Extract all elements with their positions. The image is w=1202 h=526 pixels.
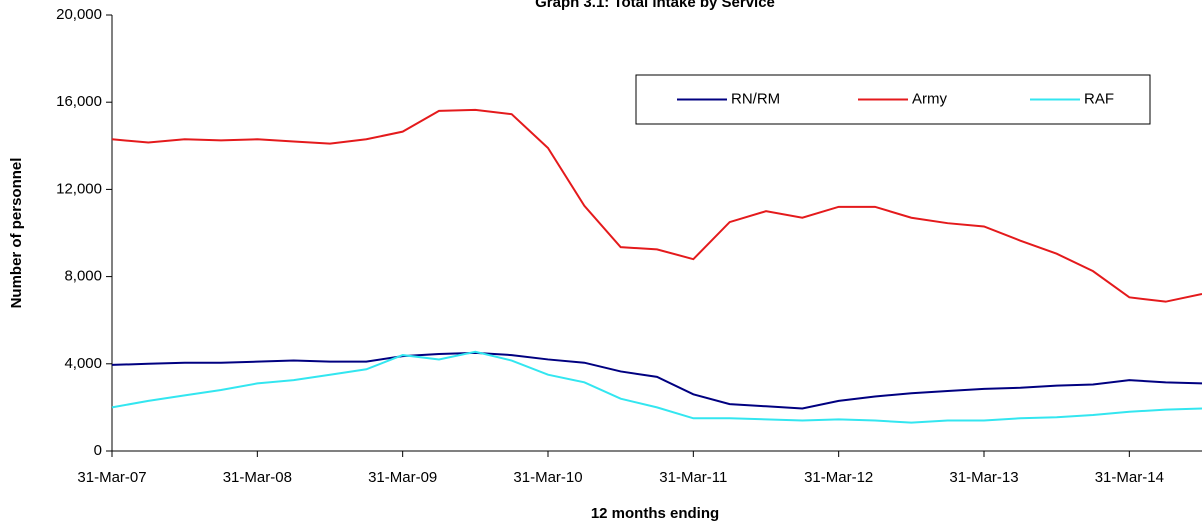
x-tick-label: 31-Mar-14 — [1095, 469, 1164, 486]
y-tick-label: 20,000 — [56, 6, 102, 23]
y-tick-label: 0 — [94, 442, 102, 459]
x-tick-label: 31-Mar-08 — [223, 469, 292, 486]
x-tick-label: 31-Mar-09 — [368, 469, 437, 486]
x-tick-label: 31-Mar-10 — [513, 469, 582, 486]
y-tick-label: 8,000 — [64, 268, 102, 285]
legend-label: RN/RM — [731, 90, 780, 107]
y-tick-label: 16,000 — [56, 93, 102, 110]
y-tick-label: 12,000 — [56, 180, 102, 197]
y-axis-title: Number of personnel — [8, 158, 25, 309]
x-tick-label: 31-Mar-13 — [949, 469, 1018, 486]
legend-label: RAF — [1084, 90, 1114, 107]
chart-title: Graph 3.1: Total intake by Service — [535, 0, 775, 11]
series-line — [111, 108, 1202, 303]
legend-label: Army — [912, 90, 947, 107]
series-line — [111, 350, 1202, 424]
x-tick-label: 31-Mar-12 — [804, 469, 873, 486]
x-tick-label: 31-Mar-07 — [77, 469, 146, 486]
series-line — [111, 351, 1202, 410]
x-axis-title: 12 months ending — [591, 505, 719, 522]
y-tick-label: 4,000 — [64, 355, 102, 372]
x-tick-label: 31-Mar-11 — [659, 469, 727, 486]
